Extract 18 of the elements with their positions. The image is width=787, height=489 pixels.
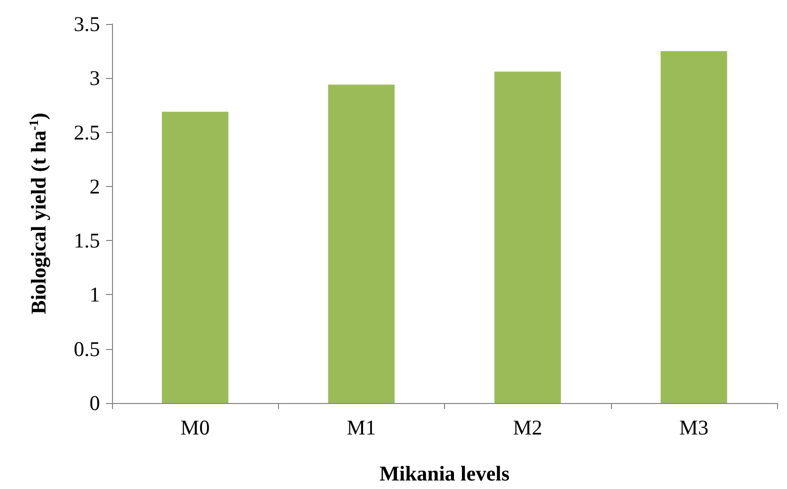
y-tick-label: 2.5 [74, 120, 100, 144]
x-axis-title: Mikania levels [379, 462, 510, 486]
y-tick-label: 1.5 [74, 228, 100, 253]
bar [660, 51, 728, 403]
y-tick-label: 3 [90, 66, 100, 90]
y-tick-label: 2 [90, 174, 100, 198]
bar [328, 84, 395, 403]
y-tick-label: 1 [90, 282, 100, 307]
x-tick-label: M1 [346, 416, 376, 440]
bar [162, 112, 228, 403]
bar [494, 72, 561, 403]
y-axis-title: Biological yield (t ha-1) [26, 112, 50, 314]
x-tick-label: M3 [679, 416, 708, 440]
y-tick-label: 3.5 [74, 12, 100, 36]
y-tick-label: 0.5 [74, 336, 100, 361]
y-tick-label: 0 [90, 391, 100, 415]
x-tick-label: M0 [180, 416, 210, 440]
x-tick-label: M2 [513, 416, 542, 440]
